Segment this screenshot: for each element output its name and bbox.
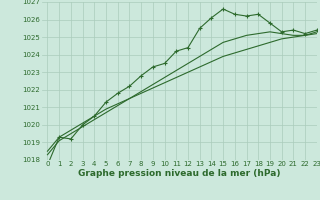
- X-axis label: Graphe pression niveau de la mer (hPa): Graphe pression niveau de la mer (hPa): [78, 169, 280, 178]
